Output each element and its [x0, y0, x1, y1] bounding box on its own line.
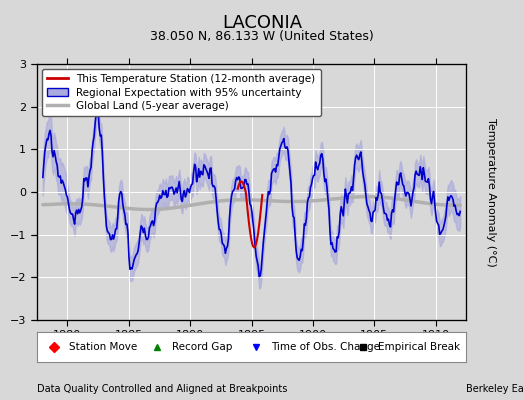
Text: LACONIA: LACONIA	[222, 14, 302, 32]
Text: Empirical Break: Empirical Break	[378, 342, 461, 352]
Legend: This Temperature Station (12-month average), Regional Expectation with 95% uncer: This Temperature Station (12-month avera…	[42, 69, 321, 116]
Text: Data Quality Controlled and Aligned at Breakpoints: Data Quality Controlled and Aligned at B…	[37, 384, 287, 394]
Text: Time of Obs. Change: Time of Obs. Change	[271, 342, 380, 352]
Y-axis label: Temperature Anomaly (°C): Temperature Anomaly (°C)	[486, 118, 496, 266]
Text: Record Gap: Record Gap	[172, 342, 233, 352]
Text: Station Move: Station Move	[69, 342, 137, 352]
Text: Berkeley Earth: Berkeley Earth	[466, 384, 524, 394]
Text: 38.050 N, 86.133 W (United States): 38.050 N, 86.133 W (United States)	[150, 30, 374, 43]
